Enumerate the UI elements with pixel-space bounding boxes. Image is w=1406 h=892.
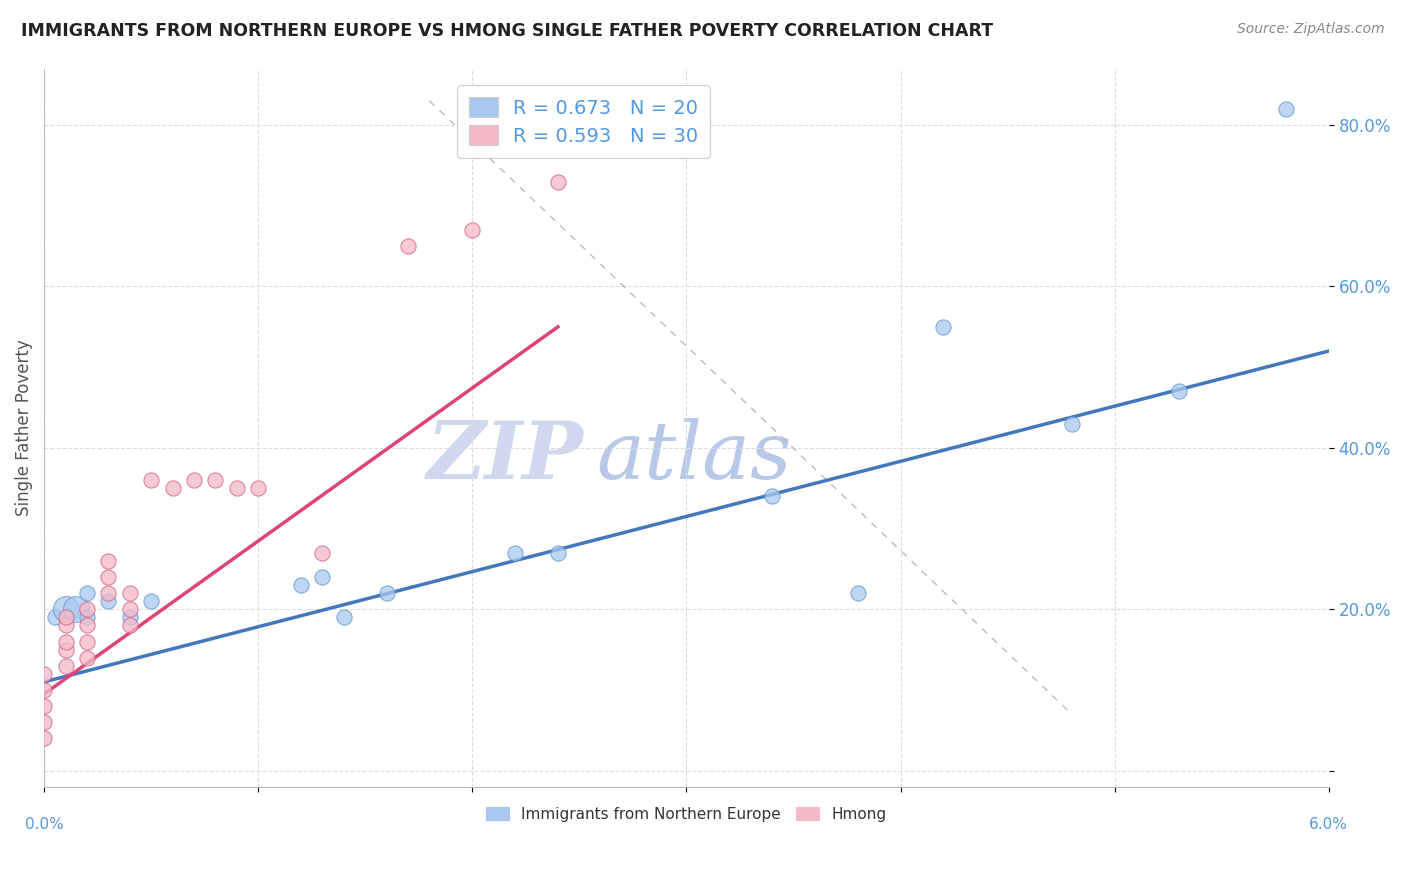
Point xyxy=(183,473,205,487)
Point xyxy=(55,618,77,632)
Point xyxy=(118,618,141,632)
Point xyxy=(55,602,77,616)
Y-axis label: Single Father Poverty: Single Father Poverty xyxy=(15,339,32,516)
Point xyxy=(547,174,569,188)
Point xyxy=(846,586,869,600)
Point xyxy=(141,594,163,608)
Point xyxy=(1167,384,1189,399)
Point xyxy=(311,570,333,584)
Point xyxy=(1275,102,1298,116)
Text: Source: ZipAtlas.com: Source: ZipAtlas.com xyxy=(1237,22,1385,37)
Point xyxy=(76,634,98,648)
Point xyxy=(932,319,955,334)
Point xyxy=(55,610,77,624)
Point xyxy=(76,618,98,632)
Point xyxy=(311,546,333,560)
Point xyxy=(55,658,77,673)
Point xyxy=(118,610,141,624)
Point xyxy=(761,489,783,503)
Point xyxy=(333,610,356,624)
Point xyxy=(97,570,120,584)
Point xyxy=(32,683,55,698)
Point xyxy=(141,473,163,487)
Point xyxy=(1060,417,1083,431)
Point xyxy=(118,586,141,600)
Point xyxy=(503,546,526,560)
Point xyxy=(32,699,55,714)
Point xyxy=(204,473,226,487)
Point xyxy=(375,586,398,600)
Point xyxy=(32,666,55,681)
Point xyxy=(97,586,120,600)
Point xyxy=(461,223,484,237)
Text: 0.0%: 0.0% xyxy=(25,817,63,832)
Text: atlas: atlas xyxy=(596,417,792,495)
Point xyxy=(247,481,270,495)
Point xyxy=(97,594,120,608)
Point xyxy=(76,610,98,624)
Point xyxy=(76,602,98,616)
Point xyxy=(290,578,312,592)
Point xyxy=(118,602,141,616)
Text: 6.0%: 6.0% xyxy=(1309,817,1348,832)
Text: IMMIGRANTS FROM NORTHERN EUROPE VS HMONG SINGLE FATHER POVERTY CORRELATION CHART: IMMIGRANTS FROM NORTHERN EUROPE VS HMONG… xyxy=(21,22,993,40)
Point xyxy=(55,634,77,648)
Point xyxy=(65,602,87,616)
Point xyxy=(396,239,419,253)
Legend: R = 0.673   N = 20, R = 0.593   N = 30: R = 0.673 N = 20, R = 0.593 N = 30 xyxy=(457,86,710,158)
Point xyxy=(32,715,55,730)
Point xyxy=(32,731,55,746)
Point xyxy=(76,650,98,665)
Point xyxy=(44,610,66,624)
Point xyxy=(55,642,77,657)
Point xyxy=(162,481,184,495)
Point xyxy=(76,586,98,600)
Point xyxy=(225,481,247,495)
Point xyxy=(547,546,569,560)
Text: ZIP: ZIP xyxy=(427,417,583,495)
Point xyxy=(97,554,120,568)
